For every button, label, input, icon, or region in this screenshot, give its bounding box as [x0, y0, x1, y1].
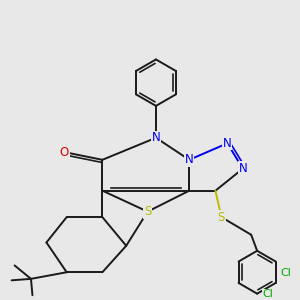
Text: N: N — [238, 162, 247, 175]
Text: O: O — [60, 146, 69, 159]
Text: N: N — [152, 131, 160, 144]
Text: Cl: Cl — [263, 289, 274, 299]
Text: N: N — [223, 137, 232, 150]
Text: N: N — [185, 153, 194, 166]
Text: S: S — [218, 211, 225, 224]
Text: Cl: Cl — [281, 268, 292, 278]
Text: S: S — [144, 205, 151, 218]
